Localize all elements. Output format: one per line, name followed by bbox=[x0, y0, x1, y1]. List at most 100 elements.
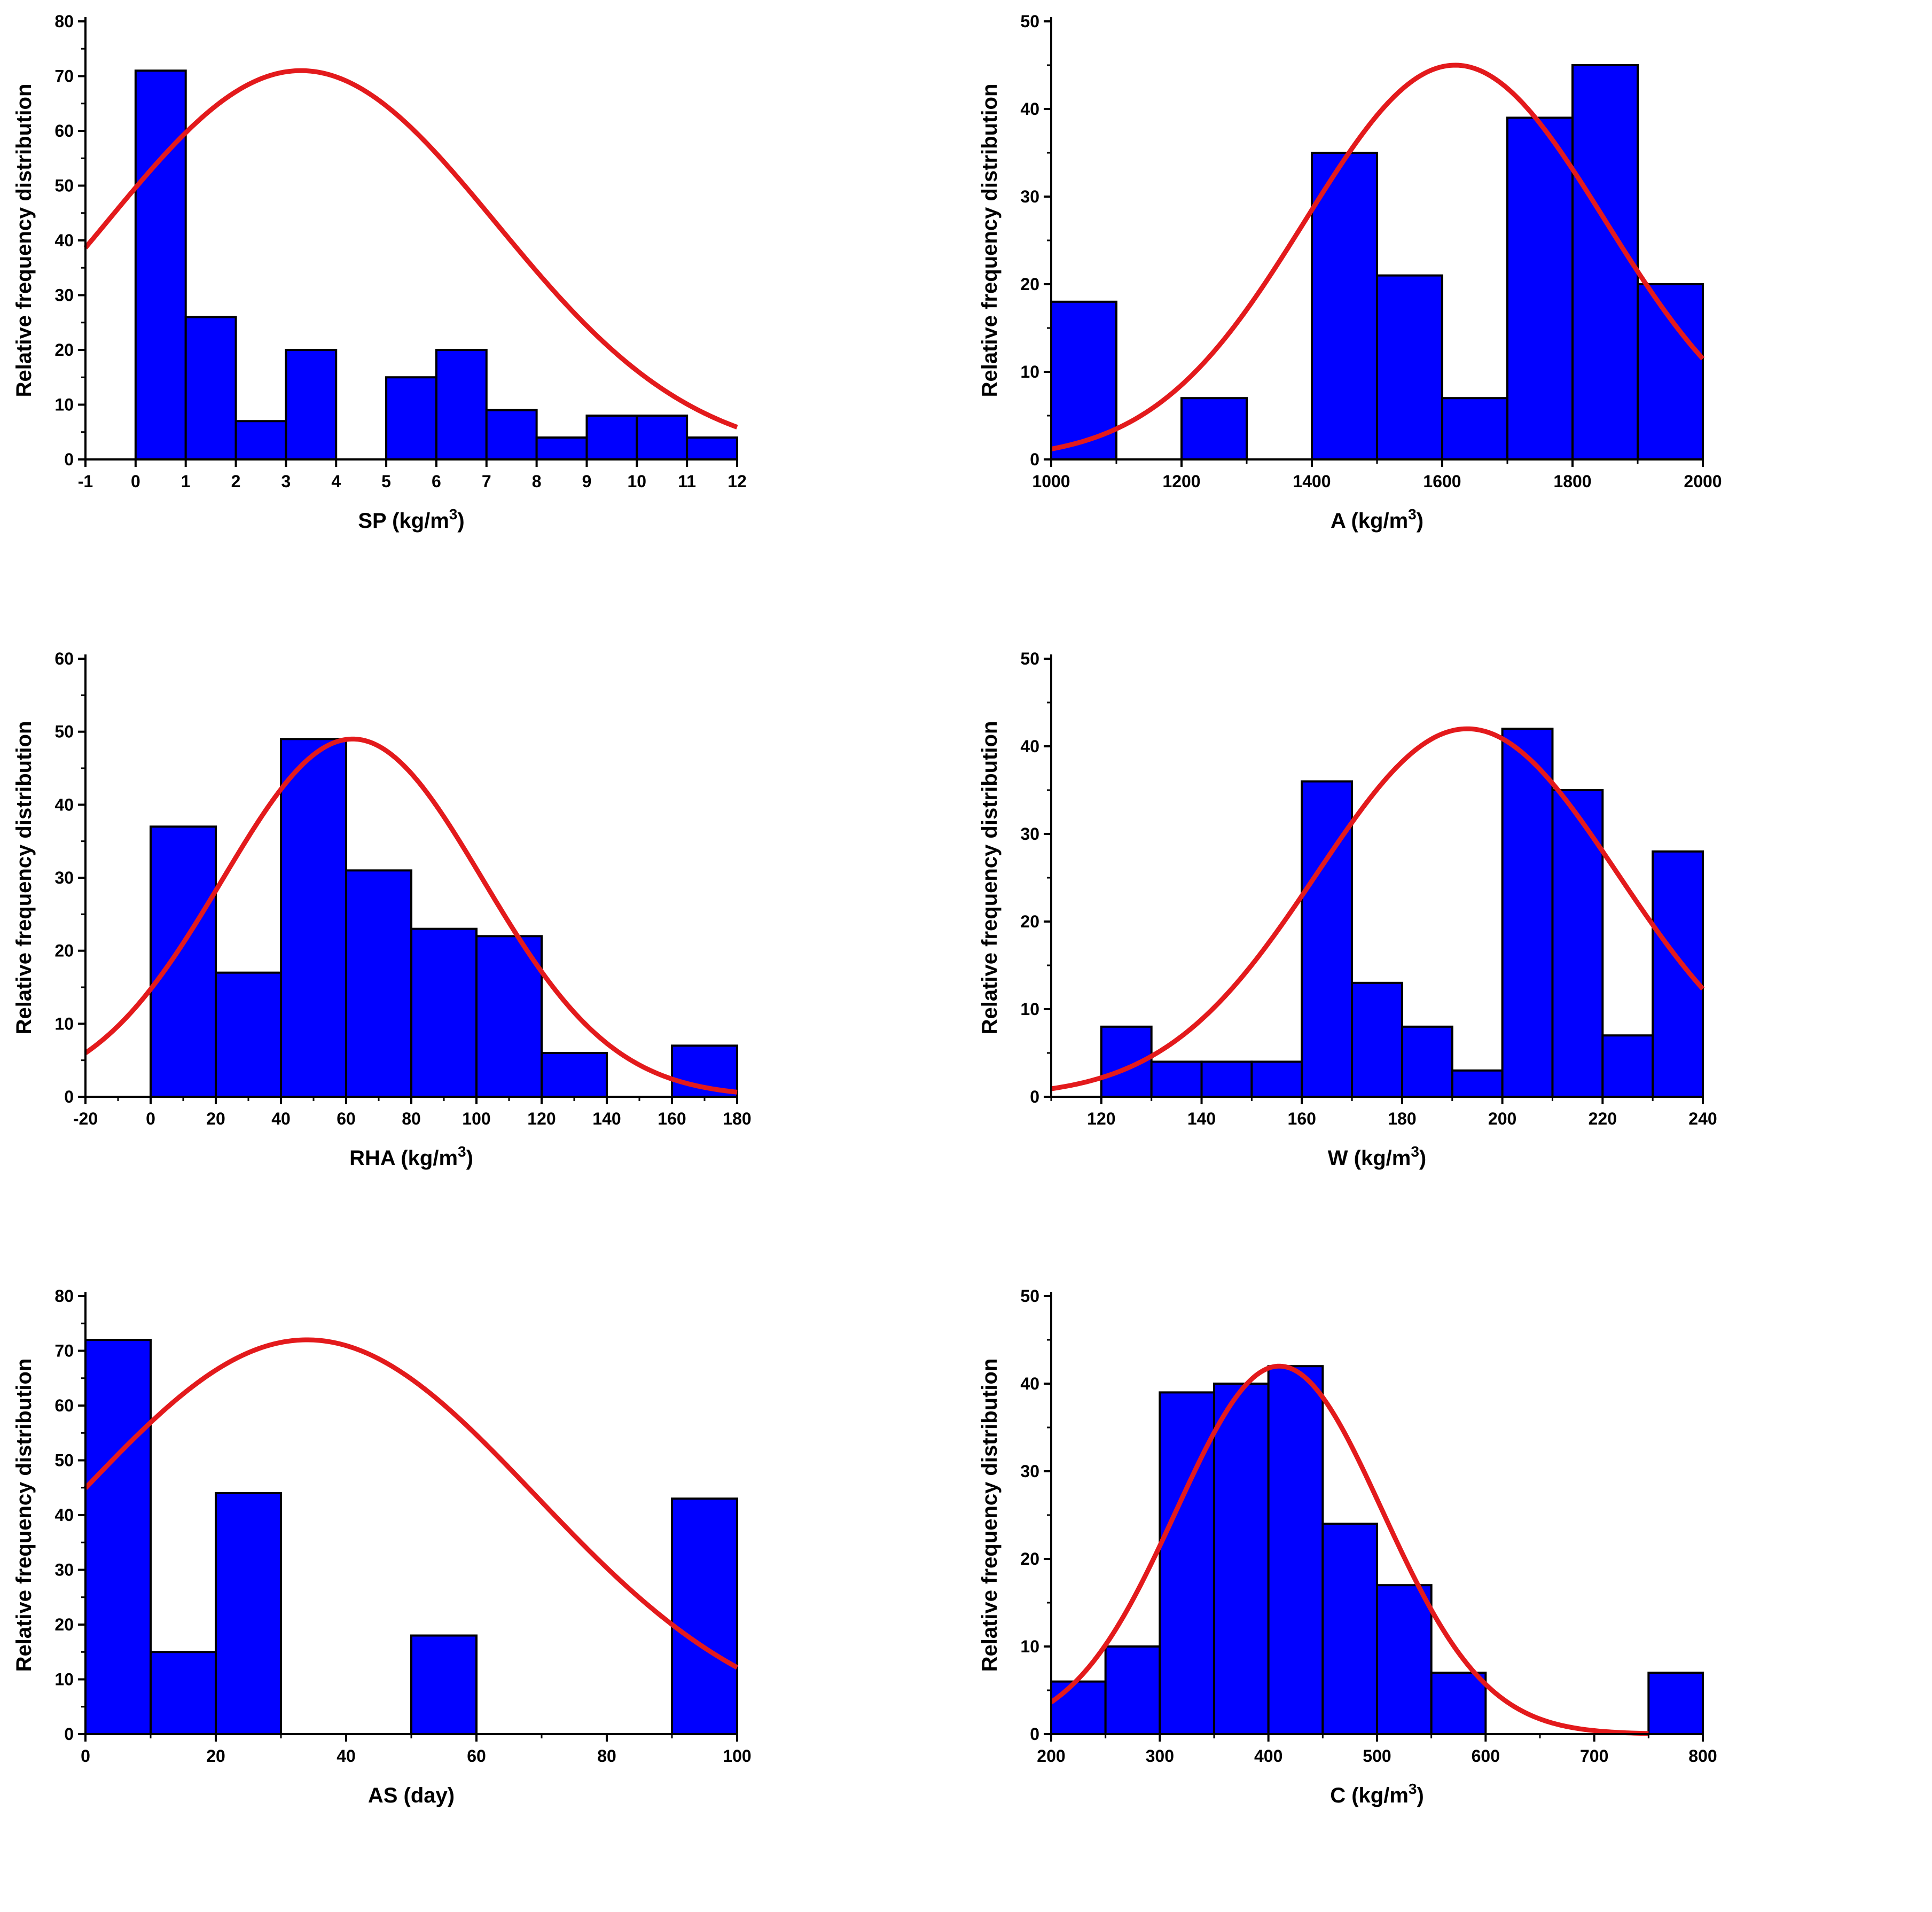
chart-sp-bar-7 bbox=[485, 409, 538, 461]
chart-rha-y-tick-label-2: 20 bbox=[54, 941, 74, 961]
chart-w-bar-4 bbox=[1301, 780, 1354, 1098]
chart-c-y-axis-title: Relative frequency distribution bbox=[978, 1359, 1002, 1672]
chart-sp-y-tick-label-2: 20 bbox=[54, 340, 74, 360]
chart-a-bar-7 bbox=[1506, 116, 1574, 461]
chart-sp-y-tick-label-7: 70 bbox=[54, 67, 74, 86]
chart-as-y-tick-label-4: 40 bbox=[54, 1505, 74, 1525]
chart-c-x-tick-label-5: 700 bbox=[1580, 1746, 1608, 1766]
chart-rha-x-tick-label-6: 100 bbox=[462, 1109, 490, 1128]
chart-c-bar-11 bbox=[1647, 1672, 1704, 1736]
chart-w-x-tick-label-2: 160 bbox=[1288, 1109, 1316, 1128]
chart-rha-normal-curve bbox=[84, 736, 738, 1095]
chart-as-y-tick-label-8: 80 bbox=[54, 1286, 74, 1306]
chart-c-x-tick-label-1: 300 bbox=[1146, 1746, 1174, 1766]
chart-rha-x-tick-label-1: 0 bbox=[146, 1109, 155, 1128]
chart-sp-bar-5 bbox=[385, 376, 437, 461]
chart-a-x-axis-title: A (kg/m3) bbox=[1331, 506, 1423, 533]
chart-sp-y-tick-label-4: 40 bbox=[54, 231, 74, 250]
chart-sp-x-tick-label-12: 11 bbox=[678, 472, 696, 491]
chart-as-bar-2 bbox=[215, 1492, 282, 1735]
chart-w-bar-2 bbox=[1200, 1060, 1253, 1098]
chart-as-x-tick-label-0: 0 bbox=[81, 1746, 90, 1766]
chart-c-normal-curve bbox=[1050, 1363, 1649, 1736]
chart-a-bar-8 bbox=[1571, 64, 1639, 461]
chart-sp-x-tick-label-13: 12 bbox=[728, 472, 747, 491]
chart-rha-bar-1 bbox=[215, 971, 282, 1098]
chart-w-bar-10 bbox=[1601, 1034, 1654, 1098]
chart-rha-x-tick-label-4: 60 bbox=[337, 1109, 356, 1128]
chart-a-bar-4 bbox=[1311, 152, 1378, 461]
chart-c-bar-6 bbox=[1376, 1584, 1433, 1735]
chart-rha-x-axis-title: RHA (kg/m3) bbox=[349, 1143, 473, 1170]
chart-a-bar-2 bbox=[1180, 397, 1248, 461]
chart-rha-y-tick-label-3: 30 bbox=[54, 868, 74, 887]
chart-w-bar-11 bbox=[1652, 850, 1704, 1098]
chart-a-x-tick-label-2: 1400 bbox=[1293, 472, 1331, 491]
chart-a-y-tick-label-5: 50 bbox=[1020, 12, 1039, 31]
chart-c-y-tick-label-5: 50 bbox=[1020, 1286, 1039, 1306]
chart-c-bar-5 bbox=[1321, 1523, 1378, 1735]
chart-as-y-tick-label-1: 10 bbox=[54, 1670, 74, 1689]
chart-panel-w: 0 10 20 30 40 50 120 140 160 180 200 220 240 W (kg/m3… bbox=[966, 637, 1931, 1275]
chart-w-x-tick-label-6: 240 bbox=[1688, 1109, 1717, 1128]
chart-rha-y-tick-label-5: 50 bbox=[54, 722, 74, 742]
chart-rha-y-tick-label-4: 40 bbox=[54, 795, 74, 814]
chart-rha-bar-4 bbox=[410, 927, 478, 1098]
chart-as-x-tick-label-1: 20 bbox=[206, 1746, 225, 1766]
chart-c-bar-3 bbox=[1213, 1383, 1270, 1735]
chart-rha-x-tick-label-0: -20 bbox=[73, 1109, 98, 1128]
chart-sp-bar-6 bbox=[435, 349, 488, 461]
chart-c-bar-7 bbox=[1430, 1672, 1487, 1736]
chart-as-bar-0 bbox=[84, 1339, 152, 1735]
chart-a-bar-5 bbox=[1376, 274, 1443, 461]
chart-a-y-tick-label-1: 10 bbox=[1020, 362, 1039, 381]
chart-a-x-tick-label-0: 1000 bbox=[1032, 472, 1070, 491]
chart-sp-y-axis-title: Relative frequency distribution bbox=[12, 84, 36, 397]
chart-as-normal-curve bbox=[83, 1337, 739, 1670]
chart-sp-x-tick-label-2: 1 bbox=[181, 472, 191, 491]
chart-c-bar-1 bbox=[1104, 1645, 1161, 1735]
chart-as-x-tick-label-5: 100 bbox=[723, 1746, 751, 1766]
chart-w-y-tick-label-5: 50 bbox=[1020, 649, 1039, 668]
chart-as-y-tick-label-0: 0 bbox=[64, 1724, 74, 1744]
chart-panel-c: 0 10 20 30 40 50 200 300 400 500 600 700 800 C (kg/m3… bbox=[966, 1275, 1931, 1912]
chart-a-x-tick-label-3: 1600 bbox=[1423, 472, 1461, 491]
chart-rha-x-tick-label-7: 120 bbox=[527, 1109, 556, 1128]
chart-w-bar-6 bbox=[1401, 1025, 1453, 1098]
chart-sp-y-tick-label-1: 10 bbox=[54, 395, 74, 415]
chart-rha-x-tick-label-8: 140 bbox=[592, 1109, 621, 1128]
chart-rha-y-tick-label-0: 0 bbox=[64, 1087, 74, 1106]
chart-w-x-tick-label-5: 220 bbox=[1589, 1109, 1617, 1128]
chart-panel-as: 0 10 20 30 40 50 60 70 80 0 20 40 60 80 100 AS (day) Rel… bbox=[0, 1275, 966, 1912]
chart-c-y-tick-label-2: 20 bbox=[1020, 1549, 1039, 1568]
chart-as-y-tick-label-6: 60 bbox=[54, 1396, 74, 1415]
chart-panel-sp: 0 10 20 30 40 50 60 70 80 -1 0 1 2 3 4 5 6 7 8 9 10 11 12 SP (k… bbox=[0, 0, 966, 637]
chart-sp-x-tick-label-10: 9 bbox=[582, 472, 592, 491]
chart-a-y-tick-label-2: 20 bbox=[1020, 275, 1039, 294]
chart-a-normal-curve bbox=[1051, 63, 1705, 451]
chart-w-normal-curve bbox=[1051, 726, 1705, 1091]
chart-sp-x-tick-label-6: 5 bbox=[381, 472, 391, 491]
chart-a-bar-0 bbox=[1050, 300, 1117, 461]
chart-w-x-axis-title: W (kg/m3) bbox=[1328, 1143, 1426, 1170]
chart-as-bar-5 bbox=[410, 1634, 478, 1735]
chart-sp-y-tick-label-0: 0 bbox=[64, 450, 74, 469]
chart-w-bar-8 bbox=[1501, 728, 1554, 1098]
chart-w-y-tick-label-4: 40 bbox=[1020, 737, 1039, 756]
chart-sp-x-tick-label-11: 10 bbox=[628, 472, 647, 491]
chart-rha-x-tick-label-9: 160 bbox=[658, 1109, 686, 1128]
chart-c-x-axis-title: C (kg/m3) bbox=[1330, 1781, 1424, 1807]
chart-as-bar-1 bbox=[150, 1651, 217, 1735]
chart-w-x-tick-label-4: 200 bbox=[1488, 1109, 1516, 1128]
chart-sp-y-tick-label-3: 30 bbox=[54, 286, 74, 305]
chart-a-y-tick-label-4: 40 bbox=[1020, 99, 1039, 119]
chart-a-bar-9 bbox=[1637, 283, 1704, 461]
chart-as-y-tick-label-3: 30 bbox=[54, 1560, 74, 1580]
chart-rha-bar-3 bbox=[345, 869, 412, 1098]
chart-w-y-tick-label-1: 10 bbox=[1020, 1000, 1039, 1019]
chart-c: 0 10 20 30 40 50 200 300 400 500 600 700 800 C (kg/m3… bbox=[978, 1286, 1717, 1807]
chart-sp-x-tick-label-7: 6 bbox=[432, 472, 441, 491]
chart-sp-normal-curve bbox=[83, 68, 738, 430]
chart-c-bar-4 bbox=[1267, 1365, 1324, 1735]
